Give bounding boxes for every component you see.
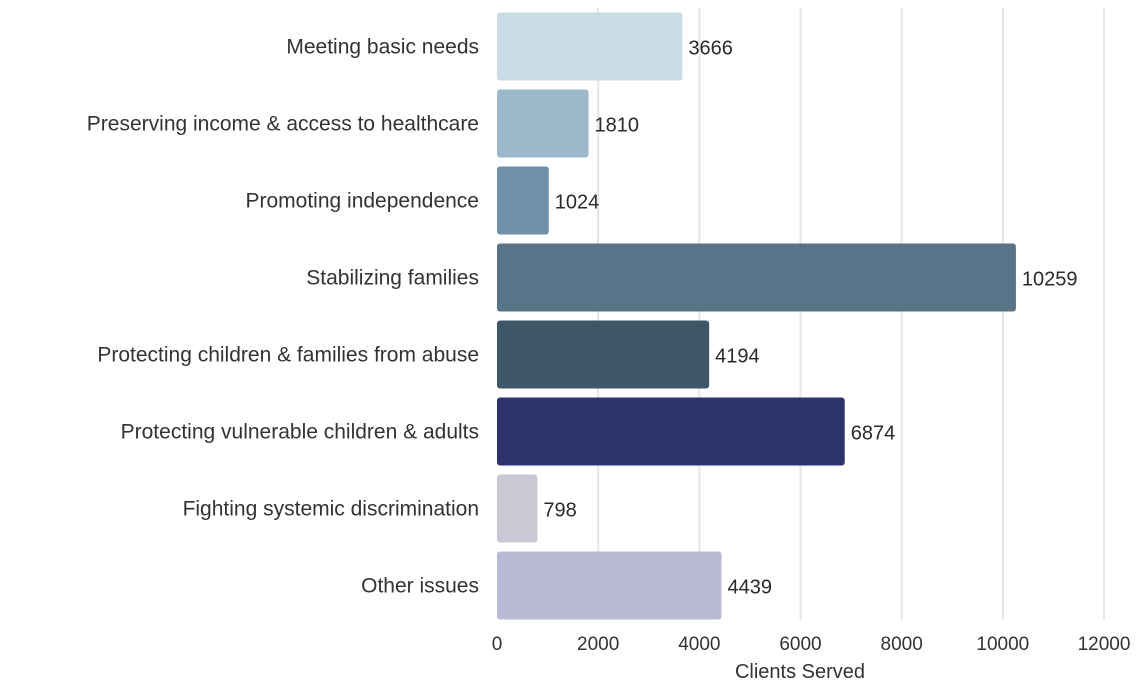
bar — [497, 552, 722, 620]
x-axis-title: Clients Served — [735, 661, 865, 683]
bar — [497, 90, 589, 158]
category-label: Other issues — [361, 575, 479, 598]
bars — [497, 13, 1016, 620]
category-label: Promoting independence — [245, 190, 479, 213]
bar — [497, 244, 1016, 312]
bar — [497, 475, 537, 543]
category-label: Protecting vulnerable children & adults — [121, 421, 479, 444]
value-labels: 3666 1810 1024 10259 4194 6874 798 4439 — [543, 38, 1077, 599]
x-tick-label: 6000 — [779, 634, 821, 655]
value-label: 1810 — [595, 115, 640, 137]
category-label: Protecting children & families from abus… — [97, 344, 479, 367]
bar — [497, 13, 682, 81]
value-label: 10259 — [1022, 269, 1078, 291]
value-label: 798 — [543, 500, 576, 522]
value-label: 6874 — [851, 423, 896, 445]
bar — [497, 321, 709, 389]
x-tick-label: 10000 — [976, 634, 1029, 655]
bar — [497, 167, 549, 235]
x-tick-label: 0 — [492, 634, 503, 655]
category-label: Fighting systemic discrimination — [183, 498, 479, 521]
bar — [497, 398, 845, 466]
category-label: Preserving income & access to healthcare — [87, 113, 479, 136]
x-tick-labels: 0 2000 4000 6000 8000 10000 12000 — [492, 634, 1131, 655]
x-tick-label: 12000 — [1078, 634, 1131, 655]
x-tick-label: 4000 — [678, 634, 720, 655]
category-label: Meeting basic needs — [286, 36, 479, 59]
value-label: 4439 — [728, 577, 773, 599]
x-tick-label: 8000 — [881, 634, 923, 655]
value-label: 1024 — [555, 192, 600, 214]
grid-lines — [598, 8, 1104, 620]
category-label: Stabilizing families — [306, 267, 479, 290]
category-labels: Meeting basic needs Preserving income & a… — [87, 36, 479, 598]
x-tick-label: 2000 — [577, 634, 619, 655]
value-label: 4194 — [715, 346, 760, 368]
value-label: 3666 — [688, 38, 733, 60]
